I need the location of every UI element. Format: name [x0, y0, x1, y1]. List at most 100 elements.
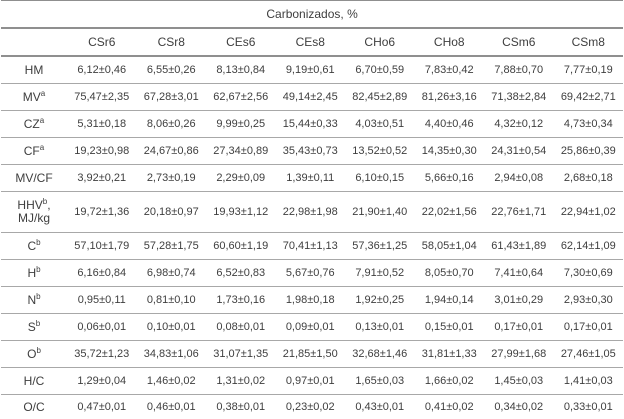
cell: 14,35±0,30	[414, 137, 484, 165]
row-label-text: N	[27, 292, 37, 307]
cell: 58,05±1,04	[414, 232, 484, 260]
cell: 6,70±0,59	[345, 56, 415, 84]
cell: 35,72±1,23	[67, 340, 137, 368]
cell: 70,41±1,13	[275, 232, 345, 260]
cell: 81,26±3,16	[414, 83, 484, 111]
cell: 4,40±0,46	[414, 110, 484, 138]
cell: 19,23±0,98	[67, 137, 137, 165]
cell: 2,93±0,30	[553, 286, 624, 314]
cell: 2,73±0,19	[136, 164, 206, 192]
cell: 4,73±0,34	[553, 110, 624, 138]
cell: 0,47±0,01	[67, 394, 137, 419]
cell: 0,95±0,11	[67, 286, 137, 314]
cell: 19,72±1,36	[67, 191, 137, 233]
cell: 62,14±1,09	[553, 232, 624, 260]
row-label-sup: a	[40, 88, 46, 98]
cell: 31,07±1,35	[206, 340, 276, 368]
cell: 5,66±0,16	[414, 164, 484, 192]
table-row: Sb 0,06±0,01 0,10±0,01 0,08±0,01 0,09±0,…	[1, 313, 624, 341]
cell: 6,12±0,46	[67, 56, 137, 84]
corner-cell	[1, 28, 67, 57]
cell: 62,67±2,56	[206, 83, 276, 111]
cell: 5,67±0,76	[275, 259, 345, 287]
cell: 0,33±0,01	[553, 394, 624, 419]
row-label-post: ,	[47, 198, 51, 212]
row-label-text: MV/CF	[15, 170, 53, 185]
row-label: CFa	[1, 137, 67, 165]
cell: 20,18±0,97	[136, 191, 206, 233]
table-row: H/C 1,29±0,04 1,46±0,02 1,31±0,02 0,97±0…	[1, 367, 624, 395]
cell: 71,38±2,84	[484, 83, 554, 111]
cell: 21,85±1,50	[275, 340, 345, 368]
row-label-text: CF	[23, 143, 40, 158]
table-row: HHVb, MJ/kg 19,72±1,36 20,18±0,97 19,93±…	[1, 191, 624, 233]
cell: 32,68±1,46	[345, 340, 415, 368]
cell: 0,06±0,01	[67, 313, 137, 341]
cell: 35,43±0,73	[275, 137, 345, 165]
table-row: MV/CF 3,92±0,21 2,73±0,19 2,29±0,09 1,39…	[1, 164, 624, 192]
row-label-text: HM	[24, 62, 44, 77]
column-header: CEs6	[206, 28, 276, 57]
table-title-row: Carbonizados, %	[1, 0, 624, 29]
cell: 57,36±1,25	[345, 232, 415, 260]
row-label: CZa	[1, 110, 67, 138]
row-label: Hb	[1, 259, 67, 287]
row-label-sup: b	[36, 291, 41, 301]
cell: 7,77±0,19	[553, 56, 624, 84]
row-label-sup: b	[42, 197, 48, 206]
cell: 1,39±0,11	[275, 164, 345, 192]
cell: 24,67±0,86	[136, 137, 206, 165]
row-label: HM	[1, 56, 67, 84]
table-row: CFa 19,23±0,98 24,67±0,86 27,34±0,89 35,…	[1, 137, 624, 165]
table-row: Hb 6,16±0,84 6,98±0,74 6,52±0,83 5,67±0,…	[1, 259, 624, 287]
cell: 6,55±0,26	[136, 56, 206, 84]
cell: 60,60±1,19	[206, 232, 276, 260]
cell: 57,28±1,75	[136, 232, 206, 260]
column-header: CSm8	[553, 28, 624, 57]
cell: 6,98±0,74	[136, 259, 206, 287]
table-row: Nb 0,95±0,11 0,81±0,10 1,73±0,16 1,98±0,…	[1, 286, 624, 314]
cell: 2,29±0,09	[206, 164, 276, 192]
cell: 82,45±2,89	[345, 83, 415, 111]
cell: 7,88±0,70	[484, 56, 554, 84]
cell: 4,32±0,12	[484, 110, 554, 138]
cell: 0,17±0,01	[553, 313, 624, 341]
cell: 34,83±1,06	[136, 340, 206, 368]
row-label-sup: b	[36, 264, 41, 274]
row-label: MVa	[1, 83, 67, 111]
cell: 2,68±0,18	[553, 164, 624, 192]
row-label: HHVb, MJ/kg	[1, 191, 67, 233]
column-header: CHo6	[345, 28, 415, 57]
table-row: CZa 5,31±0,18 8,06±0,26 9,99±0,25 15,44±…	[1, 110, 624, 138]
cell: 9,99±0,25	[206, 110, 276, 138]
cell: 0,13±0,01	[345, 313, 415, 341]
row-label-text: O/C	[23, 400, 45, 415]
cell: 22,94±1,02	[553, 191, 624, 233]
table-row: MVa 75,47±2,35 67,28±3,01 62,67±2,56 49,…	[1, 83, 624, 111]
cell: 0,34±0,02	[484, 394, 554, 419]
cell: 0,09±0,01	[275, 313, 345, 341]
cell: 69,42±2,71	[553, 83, 624, 111]
column-header: CSm6	[484, 28, 554, 57]
cell: 1,65±0,03	[345, 367, 415, 395]
row-label-sup: a	[39, 142, 45, 152]
table-row: HM 6,12±0,46 6,55±0,26 8,13±0,84 9,19±0,…	[1, 56, 624, 84]
cell: 3,92±0,21	[67, 164, 137, 192]
cell: 21,90±1,40	[345, 191, 415, 233]
cell: 0,17±0,01	[484, 313, 554, 341]
cell: 7,83±0,42	[414, 56, 484, 84]
cell: 0,43±0,01	[345, 394, 415, 419]
cell: 24,31±0,54	[484, 137, 554, 165]
cell: 1,98±0,18	[275, 286, 345, 314]
cell: 8,06±0,26	[136, 110, 206, 138]
cell: 57,10±1,79	[67, 232, 137, 260]
cell: 1,31±0,02	[206, 367, 276, 395]
cell: 7,91±0,52	[345, 259, 415, 287]
table-row: Cb 57,10±1,79 57,28±1,75 60,60±1,19 70,4…	[1, 232, 624, 260]
cell: 1,29±0,04	[67, 367, 137, 395]
column-header: CSr6	[67, 28, 137, 57]
column-header: CEs8	[275, 28, 345, 57]
cell: 0,15±0,01	[414, 313, 484, 341]
cell: 9,19±0,61	[275, 56, 345, 84]
